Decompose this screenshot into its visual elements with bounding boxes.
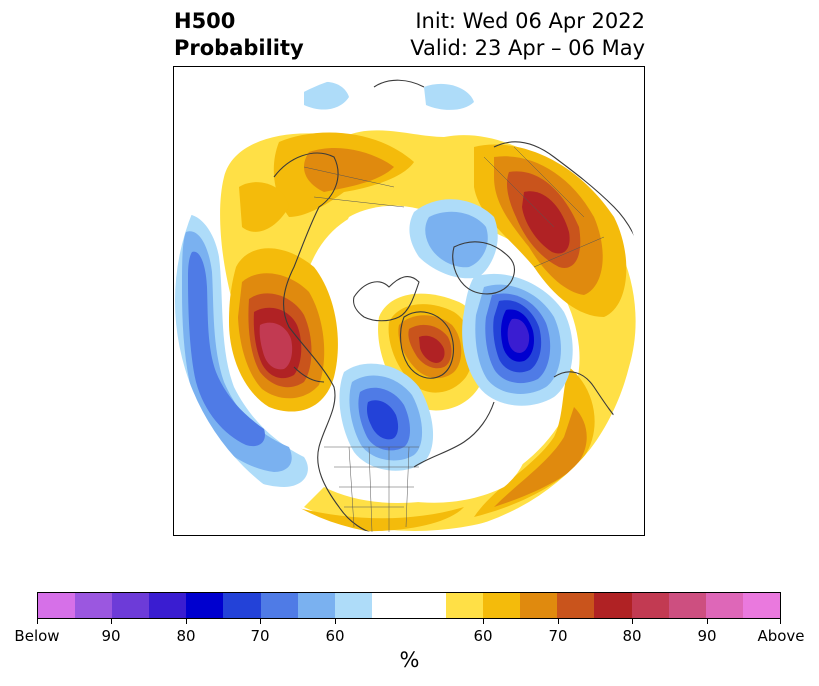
colorbar-tick: [37, 619, 38, 624]
title-variable: H500: [174, 9, 236, 33]
colorbar-swatch: [594, 593, 632, 618]
colorbar-tick-label: Above: [757, 627, 805, 645]
colorbar-tick-label: 70: [548, 627, 568, 645]
map-disk: [175, 67, 643, 535]
colorbar-swatch: [38, 593, 76, 618]
probability-map-svg: [175, 67, 643, 535]
colorbar-swatch: [334, 593, 372, 618]
colorbar-tick-label: 80: [622, 627, 642, 645]
colorbar-swatch: [75, 593, 113, 618]
political-borders: [303, 146, 605, 533]
colorbar-swatch: [668, 593, 706, 618]
colorbar-tick-label: 90: [697, 627, 717, 645]
colorbar-swatch: [223, 593, 261, 618]
title-type: Probability: [174, 36, 304, 60]
colorbar-tick-label: 70: [250, 627, 270, 645]
colorbar-tick-label: 80: [176, 627, 196, 645]
pacific-below-anomaly: [175, 214, 308, 487]
colorbar-tick: [558, 619, 559, 624]
colorbar-swatch: [483, 593, 521, 618]
coastlines: [273, 79, 643, 535]
colorbar-tick: [632, 619, 633, 624]
colorbar-tick: [707, 619, 708, 624]
colorbar-tick: [780, 619, 781, 624]
init-date: Init: Wed 06 Apr 2022: [415, 9, 645, 33]
colorbar-tick-label: 60: [325, 627, 345, 645]
map-title-left: H500 Probability: [174, 8, 304, 62]
colorbar-unit-label: %: [399, 648, 420, 672]
colorbar-tick: [186, 619, 187, 624]
colorbar-swatch: [186, 593, 224, 618]
colorbar-swatch: [557, 593, 595, 618]
polar-map: [173, 66, 645, 536]
colorbar-swatch: [112, 593, 150, 618]
colorbar-tick: [111, 619, 112, 624]
colorbar-swatch: [260, 593, 298, 618]
canada-below-anomaly: [339, 363, 434, 471]
probability-colorbar: [37, 592, 781, 619]
colorbar-tick: [483, 619, 484, 624]
colorbar-swatch: [742, 593, 780, 618]
colorbar-swatch: [297, 593, 335, 618]
colorbar-swatch: [705, 593, 743, 618]
colorbar-swatch: [149, 593, 187, 618]
colorbar-tick-label: Below: [14, 627, 60, 645]
colorbar-tick-label: 90: [101, 627, 121, 645]
colorbar-tick: [260, 619, 261, 624]
colorbar-tick-label: 60: [473, 627, 493, 645]
siberia-below-anomaly: [304, 81, 498, 279]
russia-above-anomaly: [474, 144, 627, 317]
colorbar-swatch: [371, 593, 409, 618]
colorbar-swatch: [631, 593, 669, 618]
colorbar-tick: [335, 619, 336, 624]
colorbar-ticks: Below 90 80 70 60 60 70 80 90 Above: [14, 619, 805, 645]
colorbar-swatch: [520, 593, 558, 618]
map-title-right: Init: Wed 06 Apr 2022 Valid: 23 Apr – 06…: [410, 8, 645, 62]
atlantic-below-anomaly: [462, 273, 573, 406]
valid-range: Valid: 23 Apr – 06 May: [410, 36, 645, 60]
pacific-above-anomaly: [229, 248, 338, 412]
colorbar-swatch: [408, 593, 447, 618]
colorbar-swatch: [446, 593, 484, 618]
